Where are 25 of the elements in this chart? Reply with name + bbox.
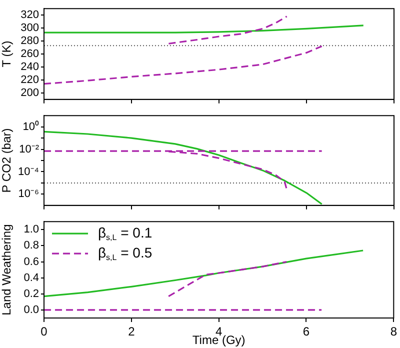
x-tick-label: 4: [215, 324, 222, 339]
y-axis-title: Land Weathering: [0, 224, 14, 316]
y-tick-label: 0.0: [24, 304, 39, 316]
y-tick-label: 0.8: [24, 240, 39, 252]
y-tick-label: 0.4: [24, 272, 39, 284]
x-tick-label: 0: [40, 324, 48, 339]
y-tick-label: 200: [20, 86, 39, 99]
y-tick-label: 10⁻⁴: [18, 166, 40, 178]
y-tick-label: 320: [20, 9, 39, 22]
y-tick-label: 10⁻⁶: [18, 188, 39, 200]
y-axis-title: T (K): [0, 40, 14, 68]
y-tick-label: 240: [20, 61, 39, 74]
y-axis-title: P CO2 (bar): [0, 128, 14, 193]
y-tick-label: 0.6: [24, 256, 39, 268]
y-tick-label: 220: [20, 74, 39, 86]
x-tick-label: 8: [390, 324, 398, 339]
x-tick-label: 2: [128, 324, 136, 339]
y-tick-label: 1.0: [24, 224, 39, 236]
x-tick-label: 6: [302, 324, 310, 339]
y-tick-label: 260: [20, 48, 39, 60]
y-tick-label: 0.2: [24, 288, 39, 300]
y-tick-label: 280: [20, 35, 39, 48]
y-tick-label: 10⁰: [22, 120, 39, 133]
y-tick-label: 10⁻²: [19, 143, 40, 156]
y-tick-label: 300: [20, 22, 39, 34]
